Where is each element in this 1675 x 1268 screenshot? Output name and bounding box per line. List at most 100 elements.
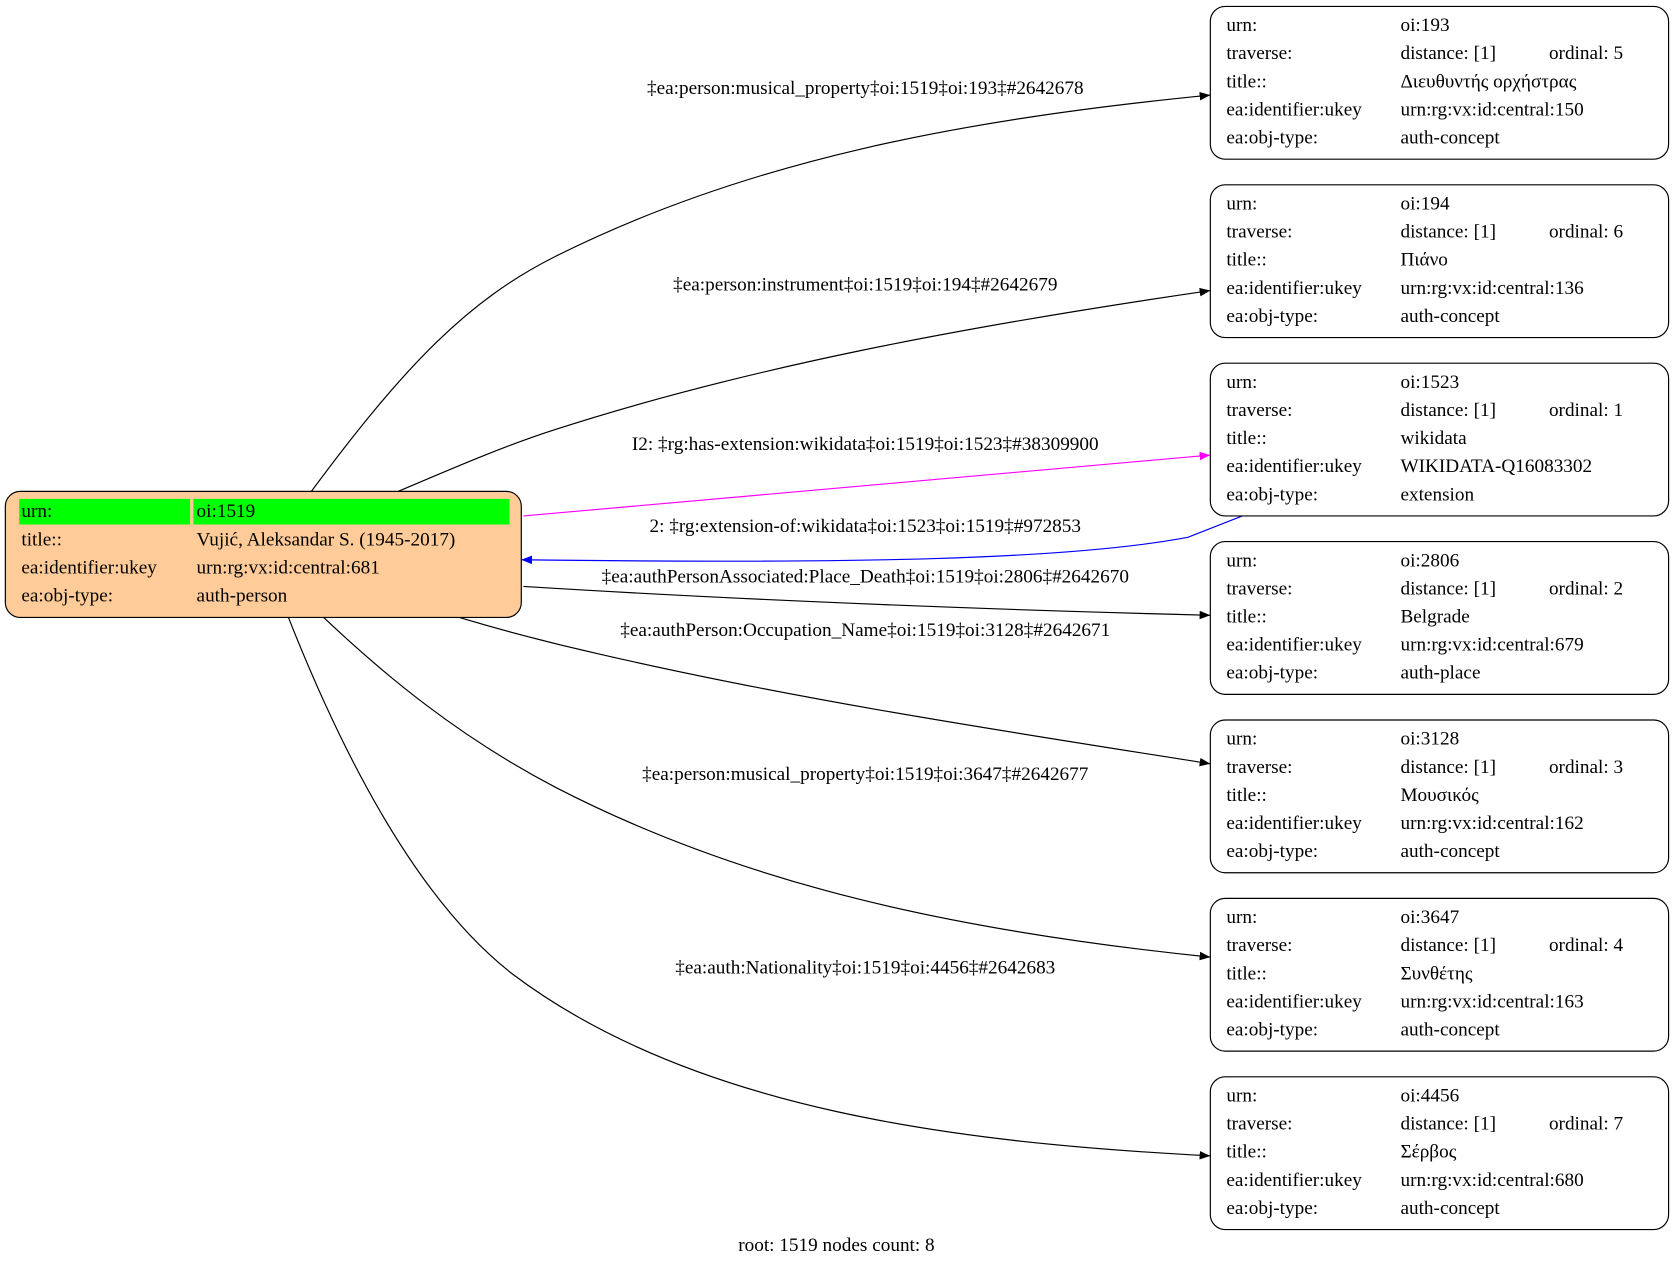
row-value: extension <box>1400 484 1474 505</box>
edge-line <box>523 451 1211 517</box>
row-value: urn:rg:vx:id:central:136 <box>1400 278 1584 299</box>
row-value: distance: [1] <box>1400 222 1496 243</box>
row-value: oi:194 <box>1400 194 1450 215</box>
row-value: auth-concept <box>1400 128 1500 149</box>
row-value: Διευθυντής ορχήστρας <box>1400 71 1576 92</box>
ordinal-value: ordinal: 5 <box>1549 43 1623 64</box>
row-label: ea:identifier:ukey <box>1226 635 1362 656</box>
edge-label: 2: ‡rg:extension-of:wikidata‡oi:1523‡oi:… <box>650 516 1082 537</box>
row-value: wikidata <box>1400 428 1467 449</box>
row-value: Σέρβος <box>1400 1142 1456 1163</box>
edge-line <box>323 617 1211 961</box>
ordinal-value: ordinal: 7 <box>1549 1114 1624 1135</box>
node-box <box>1209 362 1670 517</box>
edge-line <box>287 617 1211 1160</box>
row-label: ea:obj-type: <box>1226 1019 1318 1040</box>
edge-line <box>459 616 1211 767</box>
row-value: oi:3128 <box>1400 729 1459 750</box>
row-label: ea:obj-type: <box>21 585 113 606</box>
row-value: auth-concept <box>1400 1198 1500 1219</box>
node-oi-193[interactable]: urn: oi:193 traverse: distance: [1] ordinal:… <box>1209 5 1670 160</box>
row-label: ea:obj-type: <box>1226 128 1318 149</box>
row-value: oi:3647 <box>1400 907 1459 928</box>
row-label: title:: <box>1226 428 1267 449</box>
row-value: auth-person <box>197 585 288 606</box>
row-label: traverse: <box>1226 400 1292 421</box>
row-label: ea:obj-type: <box>1226 663 1318 684</box>
row-label: ea:identifier:ukey <box>1226 991 1362 1012</box>
node-oi-3128[interactable]: urn: oi:3128 traverse: distance: [1] ordinal… <box>1209 719 1670 874</box>
edge-label: ‡ea:person:musical_property‡oi:1519‡oi:1… <box>647 78 1084 99</box>
row-label: title:: <box>1226 250 1267 271</box>
row-label: urn: <box>1226 729 1257 750</box>
row-value: Μουσικός <box>1400 785 1479 806</box>
ordinal-value: ordinal: 2 <box>1549 578 1623 599</box>
node-box <box>1209 541 1670 695</box>
row-label: title:: <box>21 529 62 550</box>
row-value: distance: [1] <box>1400 400 1496 421</box>
node-oi-3647[interactable]: urn: oi:3647 traverse: distance: [1] ordinal… <box>1209 897 1670 1052</box>
node-oi-4456[interactable]: urn: oi:4456 traverse: distance: [1] ordinal… <box>1209 1076 1670 1231</box>
highlight-cell <box>19 498 191 525</box>
ordinal-value: ordinal: 3 <box>1549 757 1623 778</box>
row-value: auth-concept <box>1400 1019 1500 1040</box>
edge-line <box>523 585 1211 620</box>
row-label: title:: <box>1226 1142 1267 1163</box>
row-label: urn: <box>1226 550 1257 571</box>
row-label: traverse: <box>1226 757 1292 778</box>
row-label: title:: <box>1226 963 1267 984</box>
row-value: urn:rg:vx:id:central:150 <box>1400 99 1583 120</box>
row-value: Belgrade <box>1400 607 1469 628</box>
edge-label: I2: ‡rg:has-extension:wikidata‡oi:1519‡o… <box>632 434 1099 455</box>
row-value: distance: [1] <box>1400 578 1496 599</box>
row-value: distance: [1] <box>1400 757 1496 778</box>
edge-label: ‡ea:auth:Nationality‡oi:1519‡oi:4456‡#26… <box>675 957 1055 978</box>
highlight-cell <box>193 498 510 525</box>
row-label: ea:identifier:ukey <box>1226 813 1362 834</box>
row-value: distance: [1] <box>1400 1114 1496 1135</box>
row-label: traverse: <box>1226 222 1292 243</box>
row-label: urn: <box>1226 907 1257 928</box>
edge-line <box>521 515 1243 565</box>
row-label: ea:obj-type: <box>1226 841 1318 862</box>
row-label: ea:obj-type: <box>1226 1198 1318 1219</box>
edge-label: ‡ea:authPersonAssociated:Place_Death‡oi:… <box>602 566 1129 587</box>
row-label: traverse: <box>1226 578 1292 599</box>
ordinal-value: ordinal: 4 <box>1549 935 1624 956</box>
row-value: oi:2806 <box>1400 550 1459 571</box>
node-oi-1523[interactable]: urn: oi:1523 traverse: distance: [1] ordinal… <box>1209 362 1670 517</box>
edge-line <box>392 287 1211 495</box>
row-value: oi:193 <box>1400 15 1449 36</box>
row-value: WIKIDATA-Q16083302 <box>1400 456 1592 477</box>
row-value: auth-concept <box>1400 841 1500 862</box>
row-value: auth-place <box>1400 663 1480 684</box>
row-label: traverse: <box>1226 935 1292 956</box>
row-label: urn: <box>1226 1086 1257 1107</box>
row-value: urn:rg:vx:id:central:162 <box>1400 813 1583 834</box>
ordinal-value: ordinal: 6 <box>1549 222 1624 243</box>
row-value: oi:4456 <box>1400 1086 1459 1107</box>
row-label: ea:identifier:ukey <box>1226 278 1362 299</box>
row-label: urn: <box>1226 372 1257 393</box>
row-label: ea:obj-type: <box>1226 306 1318 327</box>
row-value: distance: [1] <box>1400 43 1496 64</box>
node-box <box>1209 897 1670 1052</box>
edge-label: ‡ea:person:instrument‡oi:1519‡oi:194‡#26… <box>673 275 1057 296</box>
row-value: oi:1523 <box>1400 372 1459 393</box>
row-value: Πιάνο <box>1400 250 1447 271</box>
node-oi-194[interactable]: urn: oi:194 traverse: distance: [1] ordinal:… <box>1209 184 1670 339</box>
row-label: ea:obj-type: <box>1226 484 1318 505</box>
row-label: title:: <box>1226 71 1267 92</box>
row-value: distance: [1] <box>1400 935 1496 956</box>
row-label: ea:identifier:ukey <box>1226 456 1362 477</box>
footer-caption: root: 1519 nodes count: 8 <box>738 1235 934 1256</box>
row-label: ea:identifier:ukey <box>1226 1170 1362 1191</box>
row-value: oi:1519 <box>197 501 256 522</box>
row-value: Συνθέτης <box>1400 963 1472 984</box>
row-label: urn: <box>1226 15 1257 36</box>
node-oi-2806[interactable]: urn: oi:2806 traverse: distance: [1] ordinal… <box>1209 541 1670 695</box>
row-label: ea:identifier:ukey <box>1226 99 1362 120</box>
row-value: urn:rg:vx:id:central:680 <box>1400 1170 1583 1191</box>
